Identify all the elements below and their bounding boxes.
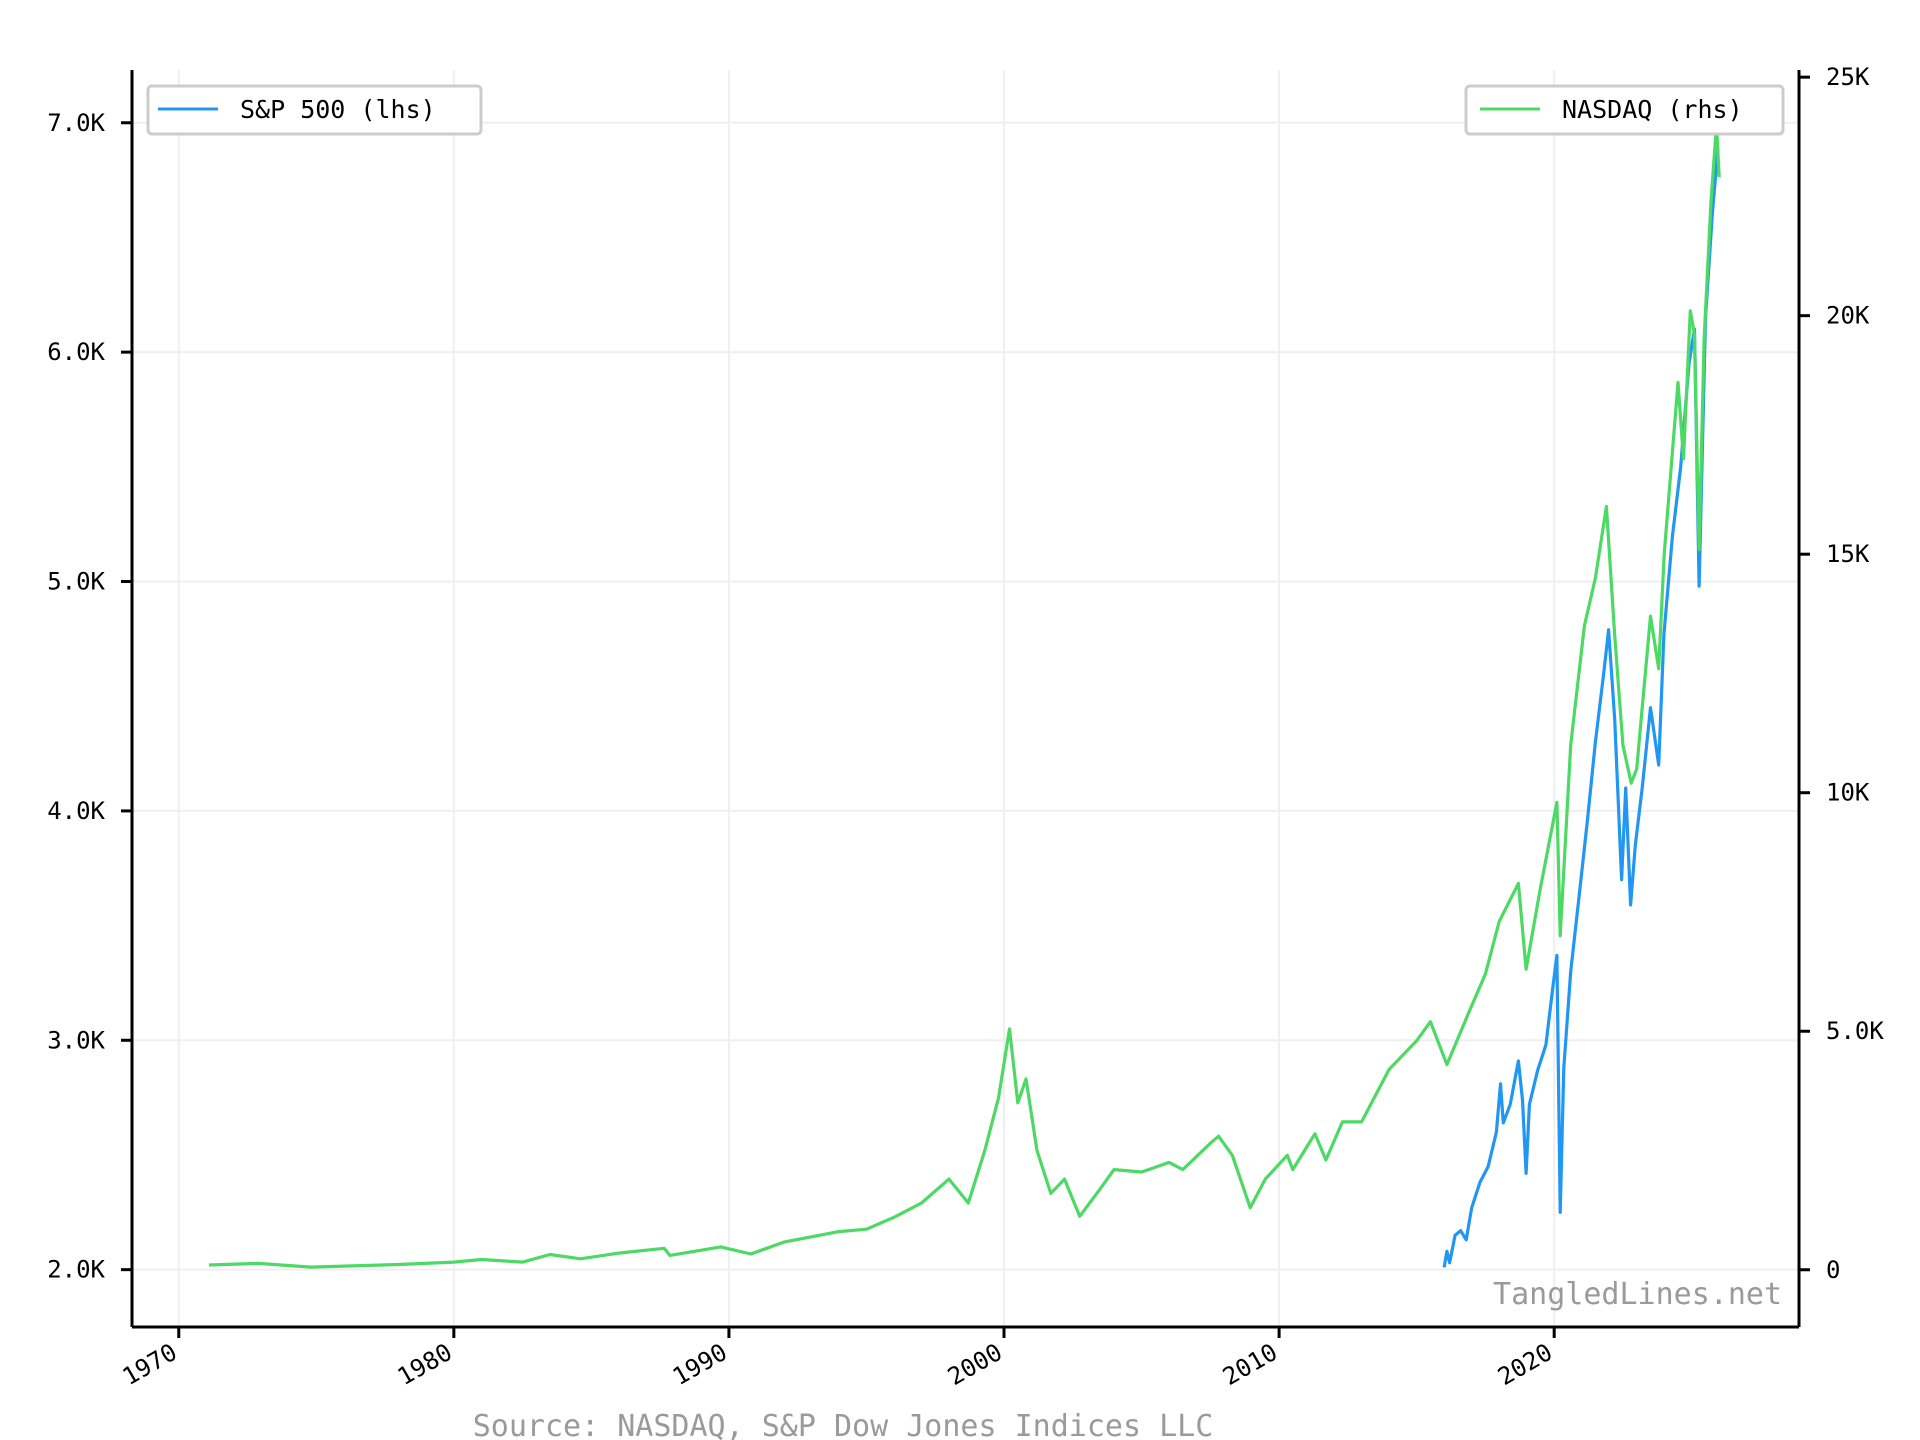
right-tick-label-1: 5.0K [1826, 1017, 1884, 1045]
legend-left-box [146, 84, 483, 136]
left-tick-label-1: 3.0K [47, 1026, 105, 1054]
left-tick-label-2: 4.0K [47, 797, 105, 825]
series-layer [208, 123, 1721, 1269]
legend-left: S&P 500 (lhs) [146, 84, 483, 136]
watermark: TangledLines.net [1493, 1277, 1782, 1312]
left-tick-label-5: 7.0K [47, 109, 105, 137]
x-tick-label-4: 2010 [1218, 1338, 1282, 1391]
right-tick-label-5: 25K [1826, 63, 1870, 91]
right-tick-label-3: 15K [1826, 540, 1870, 568]
right-tick-label-2: 10K [1826, 779, 1870, 807]
x-tick-label-3: 2000 [943, 1338, 1007, 1391]
x-tick-label-2: 1990 [668, 1338, 732, 1391]
axes: 2.0K 3.0K 4.0K 5.0K 6.0K 7.0K 0 5.0K 10K 15K 20K 25… [47, 63, 1884, 1391]
x-tick-label-5: 2020 [1493, 1338, 1557, 1391]
right-tick-label-0: 0 [1826, 1256, 1840, 1284]
x-tick-label-1: 1980 [393, 1338, 457, 1391]
grid-lines [132, 70, 1799, 1327]
legend-right: NASDAQ (rhs) [1464, 84, 1785, 136]
x-tick-label-0: 1970 [118, 1338, 182, 1391]
source-note: Source: NASDAQ, S&P Dow Jones Indices LL… [473, 1409, 1214, 1440]
left-tick-label-4: 6.0K [47, 338, 105, 366]
legend-right-box [1464, 84, 1785, 136]
legend-left-label: S&P 500 (lhs) [240, 95, 436, 124]
left-tick-label-3: 5.0K [47, 568, 105, 596]
legend-right-label: NASDAQ (rhs) [1562, 95, 1743, 124]
series-line-nasdaq [208, 123, 1721, 1269]
left-tick-label-0: 2.0K [47, 1256, 105, 1284]
right-tick-label-4: 20K [1826, 302, 1870, 330]
series-line-sp500 [1442, 147, 1720, 1268]
